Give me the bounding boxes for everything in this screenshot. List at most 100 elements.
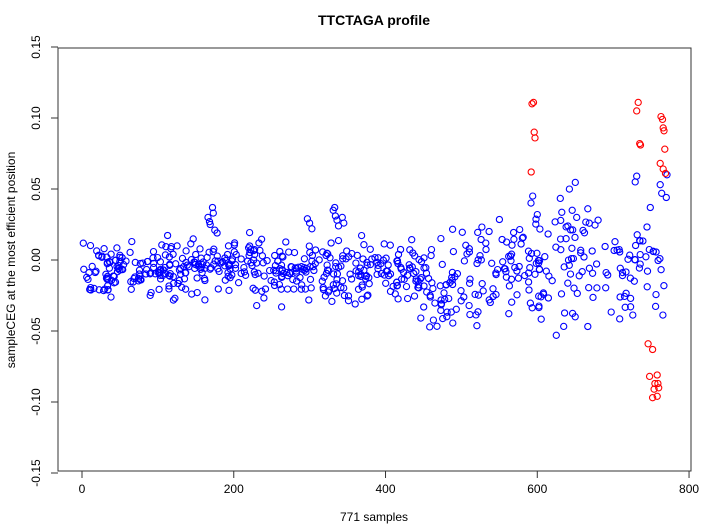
data-point <box>198 269 206 277</box>
data-point <box>416 275 424 283</box>
data-point <box>250 246 259 254</box>
data-point <box>508 298 516 306</box>
data-point <box>358 281 366 289</box>
data-point <box>260 272 268 280</box>
data-point <box>529 192 537 200</box>
data-point <box>661 145 669 153</box>
data-point <box>438 260 446 269</box>
data-point <box>473 259 481 268</box>
y-tick-label: -0.15 <box>29 459 43 487</box>
data-point <box>602 284 610 292</box>
data-point <box>539 289 548 297</box>
data-point <box>535 265 544 274</box>
data-point <box>657 266 665 274</box>
data-point <box>351 300 359 308</box>
data-point <box>645 245 653 254</box>
data-point <box>287 263 295 271</box>
data-point <box>178 283 186 291</box>
data-point <box>318 277 326 285</box>
data-point <box>564 279 572 287</box>
data-point <box>300 263 308 272</box>
data-point <box>658 189 666 197</box>
data-point <box>290 285 298 293</box>
data-point <box>443 308 451 316</box>
data-point <box>393 257 401 265</box>
data-point <box>182 269 190 277</box>
data-point <box>529 98 538 107</box>
data-point <box>636 260 644 268</box>
data-point <box>482 245 490 254</box>
data-point <box>448 273 456 282</box>
data-point <box>396 245 405 254</box>
data-point <box>643 223 651 231</box>
data-point <box>265 266 274 275</box>
data-point <box>582 218 590 226</box>
data-point <box>660 127 668 135</box>
data-point <box>95 251 103 259</box>
data-point <box>423 288 431 296</box>
data-point <box>601 242 609 251</box>
data-point <box>214 285 222 293</box>
data-point <box>532 215 540 223</box>
data-point <box>359 255 367 263</box>
data-point <box>173 242 181 250</box>
data-point <box>611 238 619 246</box>
data-point <box>527 249 536 258</box>
data-point <box>365 280 373 288</box>
data-point <box>102 274 111 282</box>
data-point <box>537 293 545 301</box>
data-point <box>588 247 596 255</box>
data-point <box>107 250 115 258</box>
data-point <box>311 246 320 254</box>
data-point <box>344 297 353 305</box>
data-point <box>380 240 388 248</box>
data-point <box>354 285 363 293</box>
y-tick-label: -0.10 <box>29 388 43 416</box>
x-tick-label: 0 <box>79 482 86 496</box>
data-point <box>577 249 585 257</box>
data-point <box>88 262 96 271</box>
data-point <box>618 268 627 277</box>
data-point <box>181 285 190 293</box>
data-point <box>405 261 413 269</box>
data-point <box>172 260 180 268</box>
data-point <box>249 284 257 292</box>
data-point <box>340 284 348 292</box>
data-point <box>397 265 405 273</box>
data-point <box>246 242 254 250</box>
data-point <box>518 234 527 242</box>
data-point <box>618 271 627 280</box>
data-point <box>544 230 552 238</box>
data-point <box>584 322 592 331</box>
data-point <box>346 270 354 278</box>
data-point <box>636 250 644 259</box>
data-point <box>116 251 124 259</box>
data-point <box>659 165 667 173</box>
data-point <box>663 171 671 179</box>
data-point <box>646 203 654 212</box>
data-point <box>560 322 568 331</box>
data-point <box>337 262 345 270</box>
data-point <box>187 240 195 248</box>
data-point <box>584 205 592 213</box>
data-point <box>626 294 635 303</box>
data-point <box>90 284 98 293</box>
data-point <box>441 295 449 304</box>
data-point <box>634 98 642 107</box>
data-point <box>562 235 570 243</box>
data-point <box>331 203 339 212</box>
data-point <box>253 301 261 310</box>
data-point <box>79 239 87 247</box>
data-point <box>237 255 245 263</box>
y-axis-label: sampleCEG at the most efficient position <box>4 152 18 369</box>
data-point <box>648 394 657 402</box>
data-point <box>426 293 434 301</box>
data-point <box>260 294 268 302</box>
data-point <box>649 247 658 256</box>
data-point <box>360 266 368 274</box>
data-point <box>85 269 93 277</box>
data-point <box>556 235 565 243</box>
data-point <box>364 291 372 299</box>
data-point <box>241 271 250 279</box>
